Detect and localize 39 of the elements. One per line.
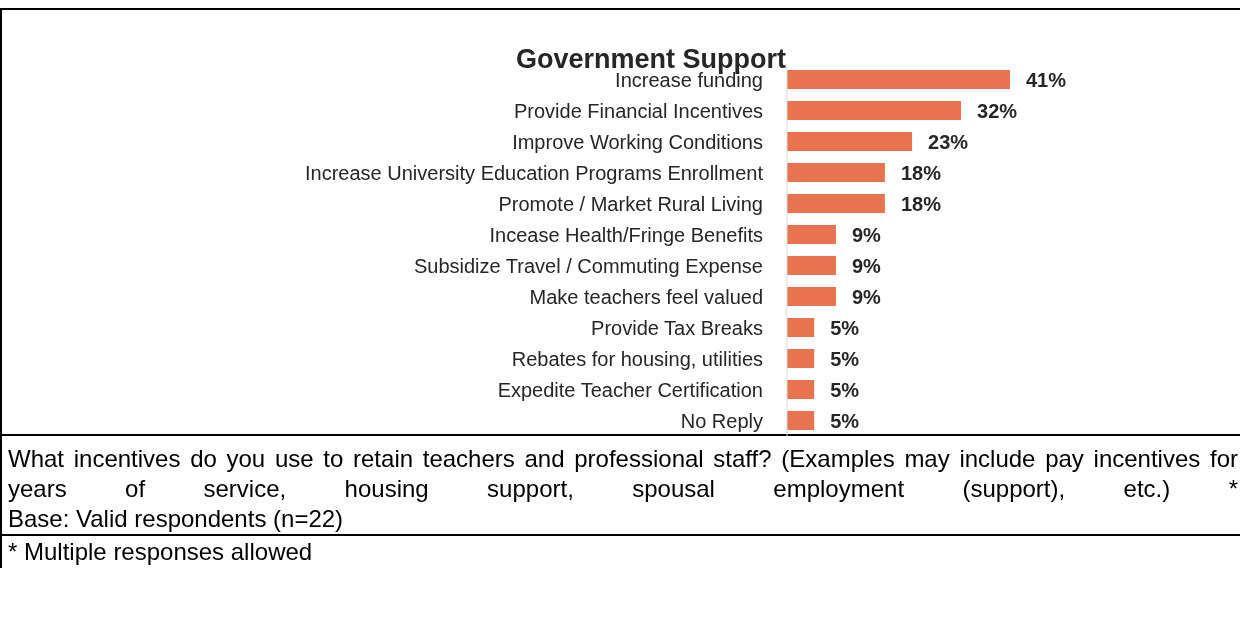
data-label: 41%: [1026, 68, 1067, 91]
bar: [787, 163, 885, 182]
y-tick-label: Provide Tax Breaks: [591, 316, 763, 339]
bar: [787, 132, 913, 151]
bar: [787, 194, 885, 213]
y-tick-label: Expedite Teacher Certification: [497, 378, 763, 401]
bar: [787, 287, 836, 306]
data-label: 5%: [830, 347, 860, 370]
bar: [787, 411, 815, 430]
text: * Multiple responses allowed: [2, 534, 1240, 568]
text: What incentives do you use to retain teachers and professional staff? (Examples may include pay incentives for years of service, housing support, spousal employment (support), etc.) *: [8, 444, 1238, 504]
data-label: 9%: [851, 254, 882, 277]
bar: [787, 225, 836, 244]
bar: [787, 70, 1010, 89]
y-tick-label: Improve Working Conditions: [512, 130, 763, 153]
bar: [787, 318, 815, 337]
y-tick-label: No Reply: [680, 409, 763, 432]
y-tick-label: Make teachers feel valued: [529, 285, 763, 308]
y-tick-label: Provide Financial Incentives: [513, 99, 763, 122]
bar: [787, 349, 815, 368]
bar: [787, 101, 962, 120]
chart-title: Government Support: [515, 44, 786, 74]
y-tick-label: Rebates for housing, utilities: [511, 347, 763, 370]
bar: [787, 256, 836, 275]
data-label: 32%: [977, 99, 1018, 122]
data-label: 5%: [830, 316, 860, 339]
text: Base: Valid respondents (n=22): [8, 504, 345, 534]
data-label: 9%: [851, 285, 882, 308]
y-tick-label: Incease Health/Fringe Benefits: [489, 223, 763, 246]
y-tick-label: Increase University Education Programs Enrollment: [305, 161, 764, 184]
data-label: 9%: [851, 223, 882, 246]
y-tick-label: Promote / Market Rural Living: [498, 192, 763, 215]
data-label: 5%: [830, 378, 860, 401]
bar: [787, 380, 815, 399]
data-label: 18%: [900, 192, 942, 215]
data-label: 23%: [928, 130, 969, 153]
y-tick-label: Subsidize Travel / Commuting Expense: [413, 254, 763, 277]
data-label: 18%: [900, 161, 942, 184]
data-label: 5%: [830, 409, 860, 432]
